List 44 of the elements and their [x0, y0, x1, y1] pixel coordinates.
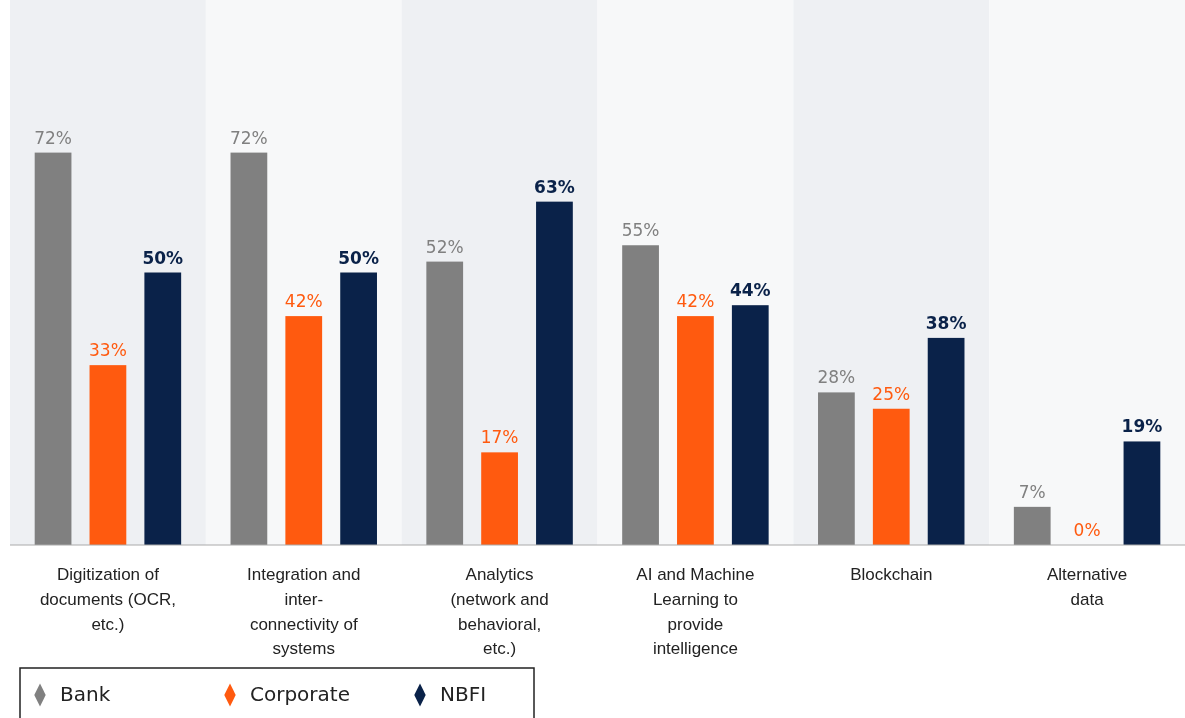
data-label: 55%	[621, 220, 660, 241]
data-label: 44%	[729, 280, 771, 301]
data-label: 28%	[817, 367, 856, 388]
bar	[677, 316, 714, 545]
x-tick-label: Digitization of documents (OCR, etc.)	[39, 565, 176, 634]
data-label: 25%	[872, 383, 911, 404]
data-label: 72%	[34, 127, 72, 148]
data-label: 50%	[142, 247, 184, 268]
bar	[89, 365, 127, 545]
data-label: 7%	[1018, 481, 1046, 502]
bar	[481, 452, 518, 545]
legend-label: Bank	[60, 682, 111, 706]
bar	[34, 152, 72, 545]
x-tick-label: Blockchain	[850, 565, 933, 585]
bar	[285, 316, 323, 545]
legend-label: Corporate	[250, 682, 350, 706]
data-label: 0%	[1073, 520, 1101, 540]
bar	[872, 408, 910, 545]
data-label: 72%	[230, 127, 268, 148]
bar	[927, 337, 965, 545]
data-label: 42%	[676, 291, 715, 312]
bar	[536, 201, 573, 545]
data-label: 38%	[925, 312, 967, 333]
bar	[818, 392, 855, 545]
legend-label: NBFI	[440, 682, 487, 706]
data-label: 33%	[89, 340, 127, 361]
bar	[622, 245, 659, 545]
data-label: 42%	[284, 291, 323, 312]
x-tick-label: Analytics (network and behavioral, etc.)	[450, 565, 549, 659]
bar	[1013, 506, 1051, 545]
data-label: 50%	[338, 247, 379, 268]
bar	[230, 152, 268, 545]
x-tick-label: Integration and inter-connectivity of systems	[247, 565, 361, 659]
bar	[340, 272, 377, 545]
data-label: 17%	[480, 427, 519, 448]
bar	[1123, 441, 1161, 545]
x-tick-label: Alternative data	[1046, 565, 1128, 609]
bar	[731, 305, 769, 545]
bar	[144, 272, 182, 545]
data-label: 19%	[1121, 416, 1163, 437]
data-label: 63%	[534, 176, 575, 197]
data-label: 52%	[425, 236, 464, 257]
bar	[426, 261, 464, 545]
x-tick-label: AI and Machine Learning to provide intelligence	[636, 565, 755, 659]
